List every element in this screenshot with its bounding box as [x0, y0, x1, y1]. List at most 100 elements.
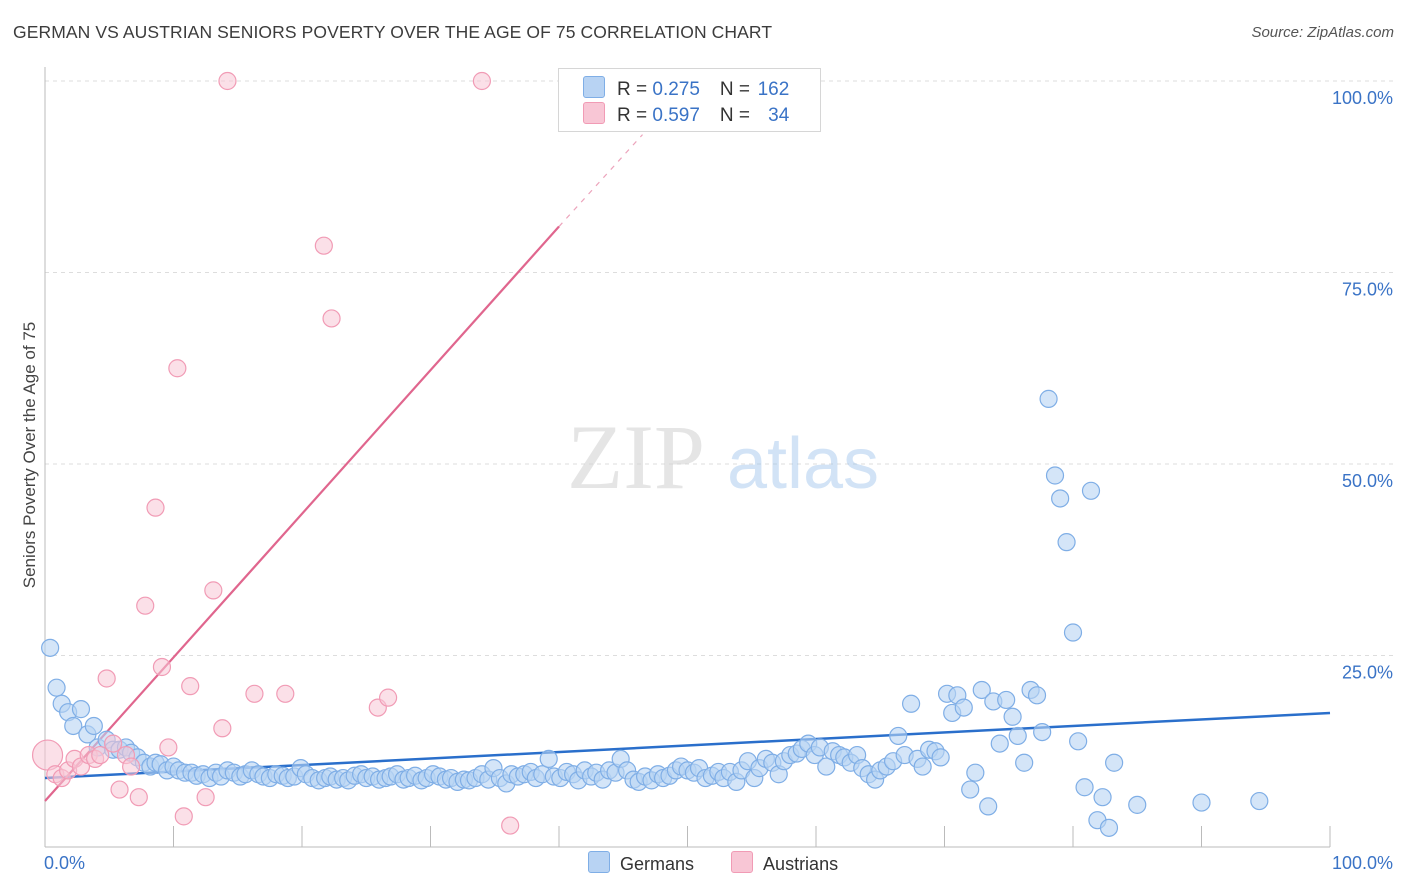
austrians-n-value: 34 [768, 105, 790, 126]
german-point [1057, 533, 1076, 552]
austrian-point [152, 657, 172, 677]
austrians-n-label: N = [719, 105, 756, 126]
germans-r-value: 0.275 [652, 79, 700, 100]
series-legend: Germans Austrians [588, 851, 870, 875]
german-point [1008, 726, 1027, 746]
austrians-legend-swatch [731, 851, 754, 873]
austrians-r-value: 0.597 [652, 105, 700, 126]
german-point [1093, 788, 1112, 807]
german-point [1105, 753, 1124, 772]
german-point [889, 726, 908, 746]
y-tick-label-25: 25.0% [1342, 663, 1393, 683]
austrian-point [146, 498, 165, 517]
german-point [1128, 795, 1147, 814]
germans-legend-swatch [588, 851, 610, 873]
german-point [1063, 623, 1083, 642]
german-point [1027, 686, 1047, 705]
german-point [47, 678, 66, 697]
german-point [1015, 753, 1034, 772]
austrian-point [91, 745, 110, 765]
austrian-point [104, 734, 123, 753]
german-point [966, 763, 985, 782]
austrian-point [168, 359, 187, 378]
german-point [1081, 481, 1101, 500]
austrian-point [136, 596, 155, 615]
german-point [1192, 793, 1211, 812]
austrian-point [97, 669, 116, 688]
austrian-point [196, 788, 215, 807]
austrian-point [322, 309, 341, 328]
german-point [990, 734, 1009, 753]
austrian-point [181, 677, 200, 696]
german-point [972, 680, 991, 700]
x-tick-label-0: 0.0% [44, 853, 85, 873]
austrian-points [31, 71, 520, 835]
legend-row-austrians: R = 0.597 N = 34 [583, 102, 789, 126]
german-point [539, 749, 558, 769]
austrian-point [204, 581, 223, 600]
austrian-point [378, 688, 398, 707]
german-point [1039, 389, 1058, 408]
german-point [901, 694, 921, 713]
germans-legend-label: Germans [620, 854, 695, 874]
german-point [954, 698, 973, 717]
austrians-trend-line [44, 225, 560, 802]
y-tick-label-100: 100.0% [1332, 88, 1393, 108]
german-point [1045, 466, 1065, 485]
austrian-point [245, 684, 264, 703]
german-point [1099, 818, 1119, 837]
german-point [71, 700, 91, 719]
german-point [1250, 791, 1269, 811]
watermark-zip: ZIP [567, 406, 705, 508]
y-tick-label-50: 50.0% [1342, 471, 1393, 491]
german-points [41, 389, 1269, 837]
watermark-atlas: atlas [727, 424, 879, 504]
german-point [997, 690, 1016, 710]
austrians-r-label: R = [617, 105, 653, 126]
german-point [979, 797, 998, 816]
german-point [84, 716, 103, 736]
austrian-point [174, 807, 193, 826]
german-point [1075, 778, 1094, 797]
austrians-trend-extension [558, 134, 643, 227]
austrian-point [218, 71, 237, 91]
austrians-swatch [583, 102, 605, 124]
austrian-point [129, 788, 148, 807]
germans-r-label: R = [617, 79, 653, 100]
austrian-point [501, 816, 520, 835]
legend-item-germans[interactable]: Germans [588, 851, 694, 875]
germans-n-label: N = [719, 79, 756, 100]
y-tick-label-75: 75.0% [1342, 280, 1393, 300]
legend-row-germans: R = 0.275 N = 162 [583, 76, 789, 100]
source-credit: Source: ZipAtlas.com [1251, 24, 1394, 41]
german-point [64, 716, 83, 736]
austrians-legend-label: Austrians [763, 854, 839, 874]
german-point [1069, 732, 1088, 751]
axes [44, 67, 1331, 848]
correlation-legend: R = 0.275 N = 162 R = 0.597 N = 34 [558, 68, 821, 132]
german-point [961, 780, 980, 799]
tick-labels: 25.0% 50.0% 75.0% 100.0% 0.0% 100.0% [44, 88, 1393, 873]
german-point [817, 757, 836, 776]
austrian-point [121, 757, 141, 776]
austrian-point [110, 780, 129, 799]
germans-swatch [583, 76, 605, 98]
austrian-point [314, 236, 333, 255]
gridlines [45, 80, 1395, 656]
austrian-point [159, 738, 178, 757]
austrian-point [213, 719, 232, 738]
german-point [913, 757, 932, 776]
chart-title: GERMAN VS AUSTRIAN SENIORS POVERTY OVER … [13, 22, 773, 42]
watermark: ZIP atlas [567, 406, 879, 508]
german-point [1033, 722, 1052, 742]
german-point [1051, 489, 1070, 508]
german-point [931, 748, 950, 767]
austrian-point [472, 71, 491, 91]
german-point [41, 638, 60, 657]
austrian-point [276, 684, 295, 703]
legend-item-austrians[interactable]: Austrians [731, 851, 838, 875]
x-tick-label-100: 100.0% [1332, 853, 1393, 873]
german-point [1003, 707, 1022, 726]
germans-n-value: 162 [757, 79, 790, 100]
